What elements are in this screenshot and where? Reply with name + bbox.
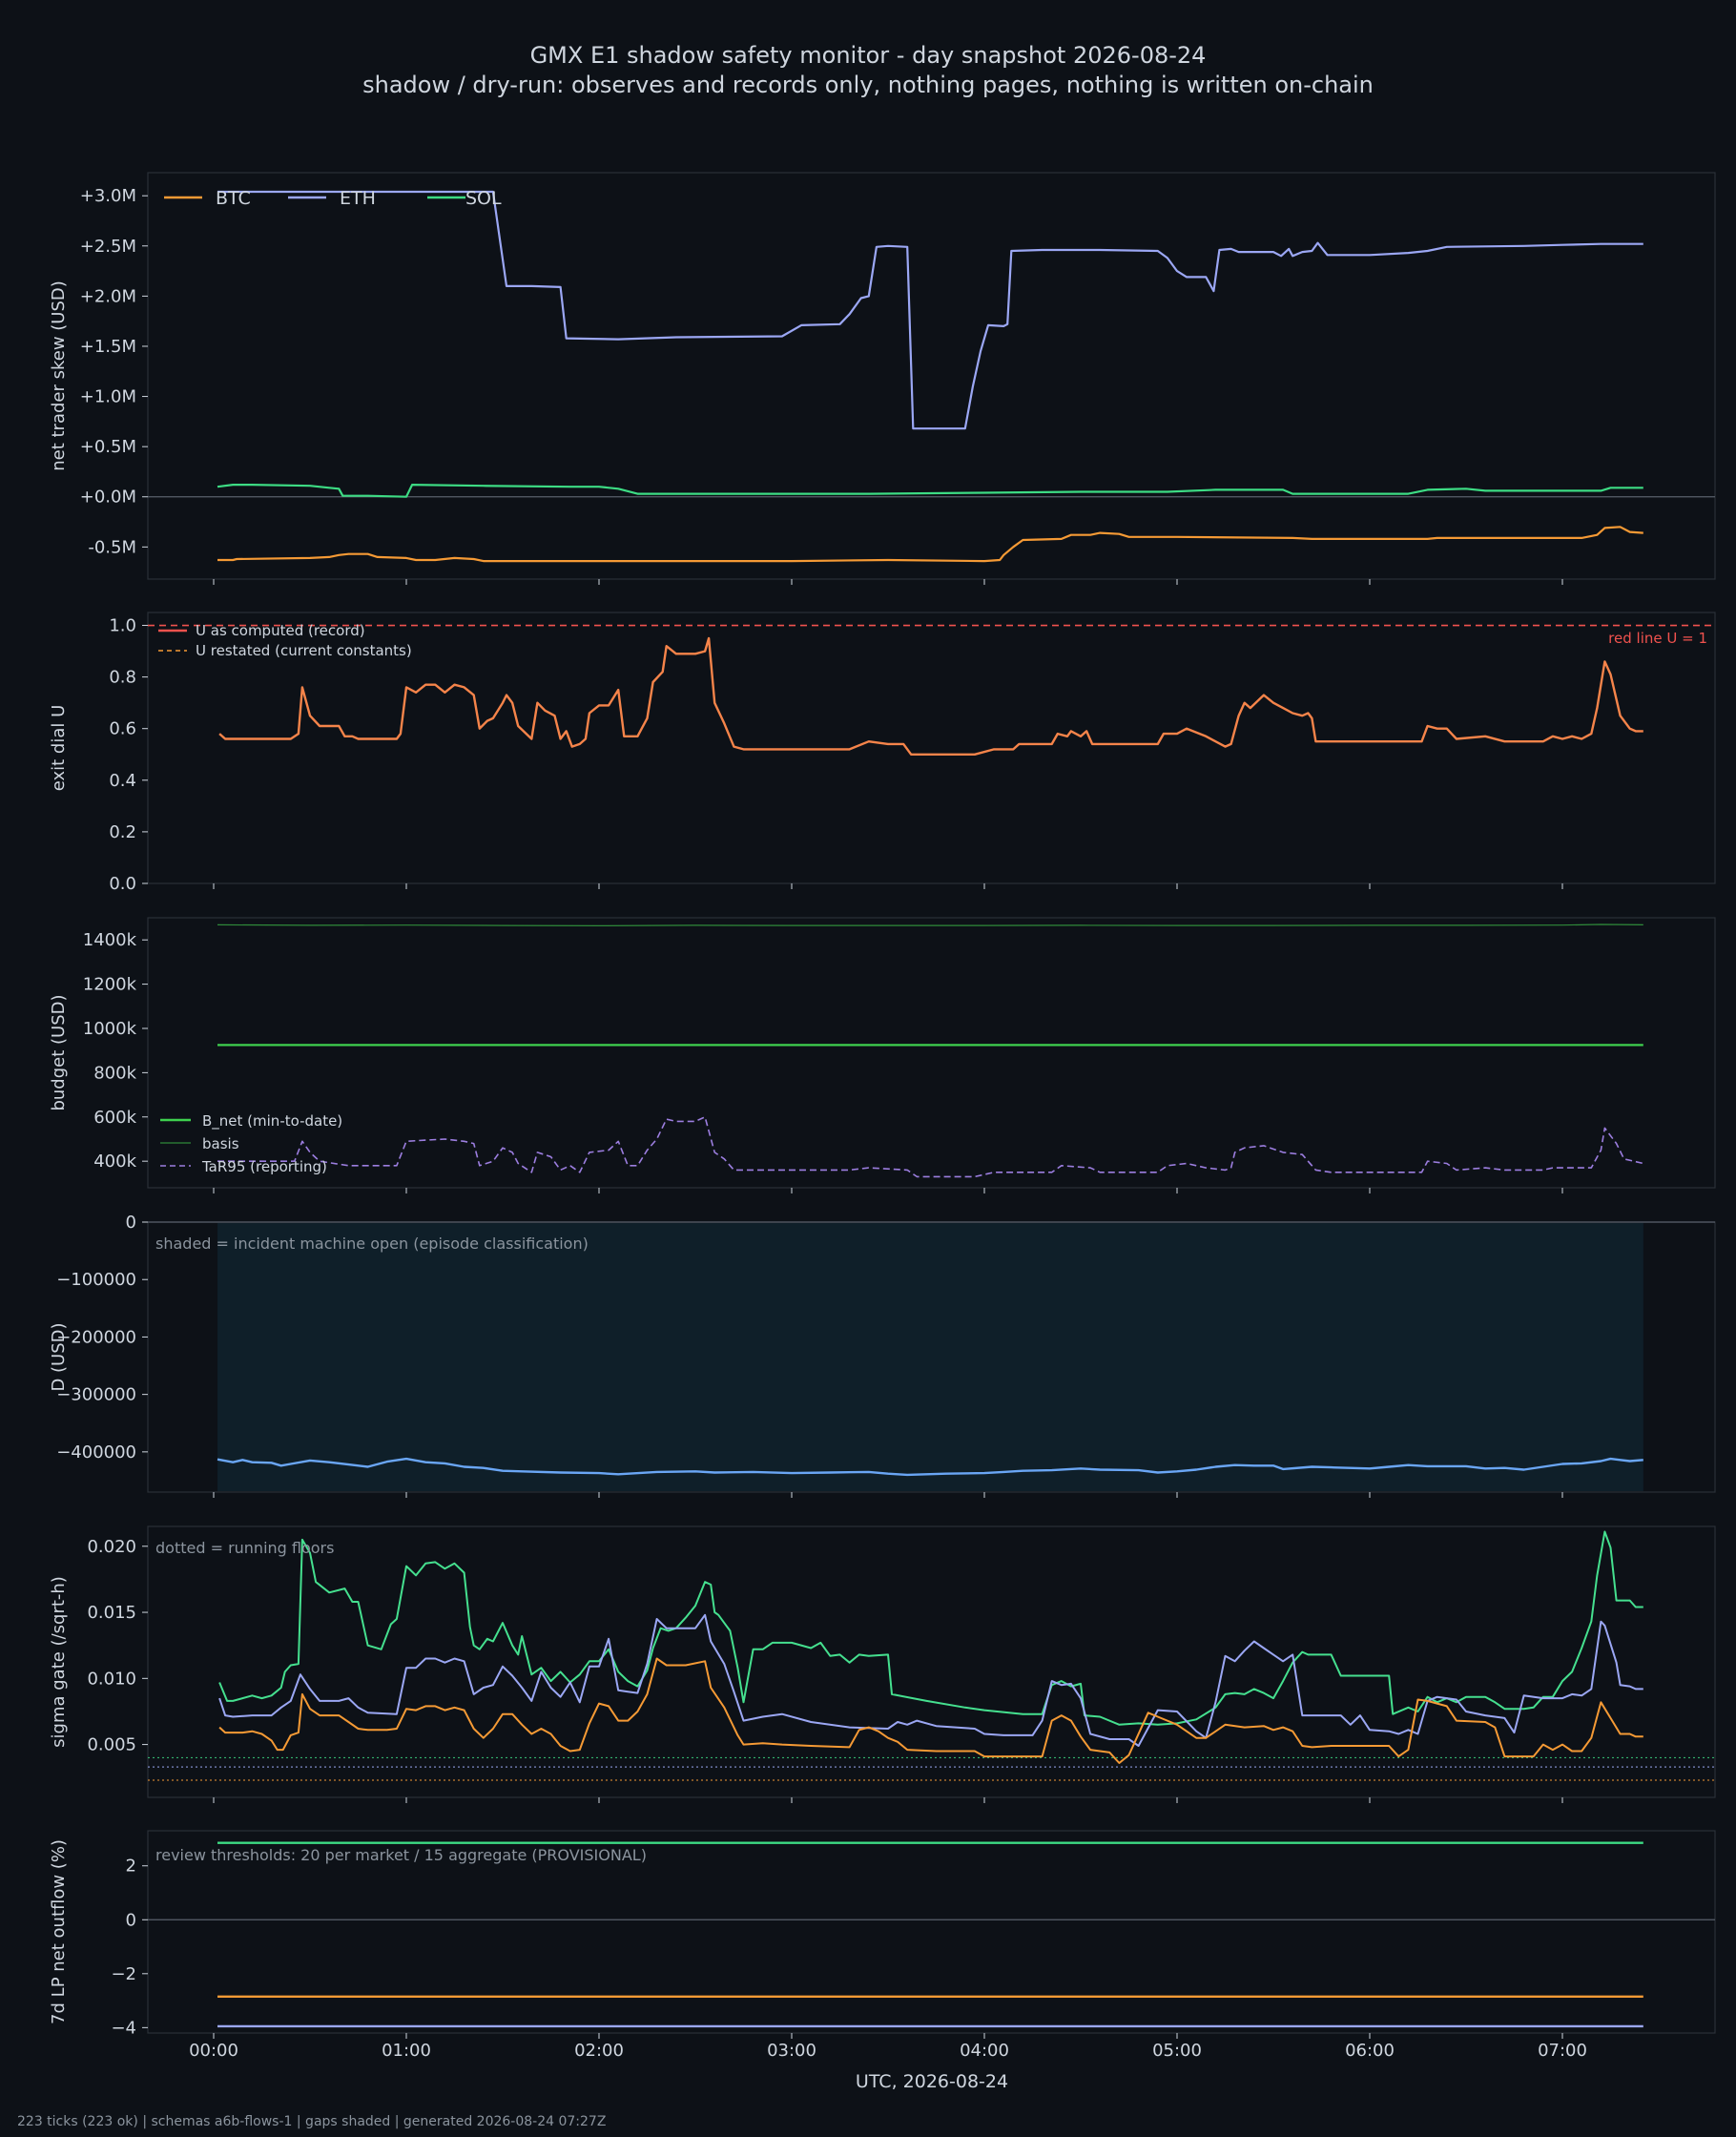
y-tick-label-budget: 1000k [83, 1019, 137, 1039]
y-tick-label-skew: -0.5M [88, 537, 136, 557]
y-tick-label-lp_outflow: −4 [111, 2018, 136, 2038]
y-tick-label-d_usd: −200000 [56, 1327, 136, 1347]
y-tick-label-budget: 1400k [83, 930, 137, 950]
y-axis-label-lp_outflow: 7d LP net outflow (%) [49, 1839, 69, 2024]
series-line-sigma_gate-eth [218, 1613, 1643, 1747]
annotation-floors: dotted = running floors [155, 1539, 334, 1557]
y-tick-label-lp_outflow: 2 [126, 1857, 136, 1877]
x-tick-label: 06:00 [1345, 2041, 1395, 2061]
legend-label-btc: BTC [216, 188, 251, 209]
y-tick-label-budget: 800k [93, 1063, 136, 1083]
legend-label-eth: ETH [340, 188, 376, 209]
y-tick-label-skew: +0.0M [80, 488, 136, 508]
y-tick-label-exit_dial: 0.2 [109, 822, 136, 842]
overlay: BTC ETH SOL U as computed (record) U res… [17, 188, 1707, 2129]
panel-frame-lp_outflow [147, 1830, 1716, 2034]
y-tick-label-exit_dial: 0.6 [109, 719, 136, 739]
series-line-skew-btc [217, 526, 1643, 563]
x-tick-label: 03:00 [767, 2041, 816, 2061]
y-axis-label-skew: net trader skew (USD) [49, 280, 69, 471]
series-line-d_usd-d [217, 1457, 1643, 1477]
y-axis-label-budget: budget (USD) [49, 994, 69, 1110]
x-tick-label: 05:00 [1152, 2041, 1202, 2061]
panel-frame-exit_dial [147, 612, 1716, 884]
annotation-thresholds: review thresholds: 20 per market / 15 ag… [155, 1846, 647, 1864]
series-line-exit_dial-u-as-computed-record- [218, 636, 1643, 756]
shaded-incident-region [217, 1223, 1643, 1491]
y-axis-label-exit_dial: exit dial U [49, 705, 69, 792]
panel-budget: 400k 600k 800k 1000k 1200k 1400k budget (USD) [49, 917, 1716, 1193]
series-line-sigma_gate-sol [218, 1530, 1643, 1726]
y-tick-label-d_usd: −400000 [56, 1442, 136, 1463]
y-tick-label-budget: 1200k [83, 975, 137, 995]
y-tick-label-lp_outflow: −2 [111, 1964, 136, 1984]
y-tick-label-budget: 600k [93, 1108, 136, 1128]
x-tick-label: 02:00 [574, 2041, 624, 2061]
panel-frame-sigma_gate [147, 1525, 1716, 1798]
legend-label-u-restated: U restated (current constants) [196, 642, 412, 659]
panel-lp_outflow: −4 −2 0 2 7d LP net outflow (%) [49, 1830, 1716, 2039]
red-line-label: red line U = 1 [1608, 630, 1707, 647]
y-tick-label-skew: +1.0M [80, 387, 136, 407]
y-tick-label-exit_dial: 0.0 [109, 874, 136, 894]
series-line-skew-eth [217, 190, 1643, 430]
legend-label-u-computed: U as computed (record) [196, 622, 365, 639]
y-tick-label-exit_dial: 0.4 [109, 771, 136, 791]
footer-text: 223 ticks (223 ok) | schemas a6b-flows-1… [17, 2114, 606, 2129]
legend-label-tar95: TaR95 (reporting) [201, 1158, 327, 1175]
panels: -0.5M +0.0M +0.5M +1.0M +1.5M +2.0M +2.5M +3.0M… [49, 172, 1716, 2061]
y-axis-label-d_usd: D (USD) [49, 1322, 69, 1391]
panel-exit_dial: 0.0 0.2 0.4 0.6 0.8 1.0 exit dial U [49, 612, 1716, 894]
y-tick-label-skew: +1.5M [80, 337, 136, 357]
y-tick-label-d_usd: −300000 [56, 1385, 136, 1405]
y-tick-label-skew: +2.0M [80, 286, 136, 306]
y-tick-label-sigma_gate: 0.005 [87, 1735, 136, 1755]
y-tick-label-sigma_gate: 0.020 [87, 1537, 136, 1557]
y-tick-label-budget: 400k [93, 1151, 136, 1172]
panel-d_usd: −400000 −300000 −200000 −100000 0 D (USD) [49, 1213, 1716, 1498]
y-tick-label-d_usd: −100000 [56, 1270, 136, 1290]
panel-sigma_gate: 0.005 0.010 0.015 0.020 sigma gate (/sqrt-h) [49, 1525, 1716, 1803]
legend-label-basis: basis [202, 1135, 239, 1152]
y-tick-label-skew: +3.0M [80, 186, 136, 206]
panel-frame-budget [147, 917, 1716, 1189]
x-tick-label: 01:00 [382, 2041, 431, 2061]
annotation-shaded: shaded = incident machine open (episode … [155, 1234, 589, 1253]
y-tick-label-d_usd: 0 [126, 1213, 136, 1233]
y-tick-label-exit_dial: 1.0 [109, 616, 136, 636]
series-line-skew-sol [217, 484, 1643, 498]
y-tick-label-lp_outflow: 0 [126, 1910, 136, 1930]
y-tick-label-sigma_gate: 0.015 [87, 1603, 136, 1623]
figure-subtitle: shadow / dry-run: observes and records o… [362, 72, 1374, 98]
y-tick-label-sigma_gate: 0.010 [87, 1669, 136, 1689]
panel-skew: -0.5M +0.0M +0.5M +1.0M +1.5M +2.0M +2.5M +3.0M… [49, 172, 1716, 585]
y-tick-label-skew: +2.5M [80, 237, 136, 257]
x-tick-label: 04:00 [960, 2041, 1009, 2061]
y-axis-label-sigma_gate: sigma gate (/sqrt-h) [49, 1576, 69, 1748]
x-tick-label: 07:00 [1538, 2041, 1587, 2061]
panel-frame-skew [147, 172, 1716, 580]
y-tick-label-exit_dial: 0.8 [109, 668, 136, 688]
series-line-sigma_gate-btc [218, 1657, 1643, 1764]
figure-title: GMX E1 shadow safety monitor - day snaps… [530, 42, 1207, 69]
legend-label-sol: SOL [465, 188, 502, 209]
x-axis-label: UTC, 2026-08-24 [856, 2071, 1008, 2092]
legend-label-b-net: B_net (min-to-date) [202, 1112, 342, 1131]
y-tick-label-skew: +0.5M [80, 437, 136, 457]
series-line-budget-basis [217, 923, 1643, 926]
x-tick-label: 00:00 [189, 2041, 238, 2061]
series-line-budget-tar95-reporting- [217, 1116, 1643, 1178]
